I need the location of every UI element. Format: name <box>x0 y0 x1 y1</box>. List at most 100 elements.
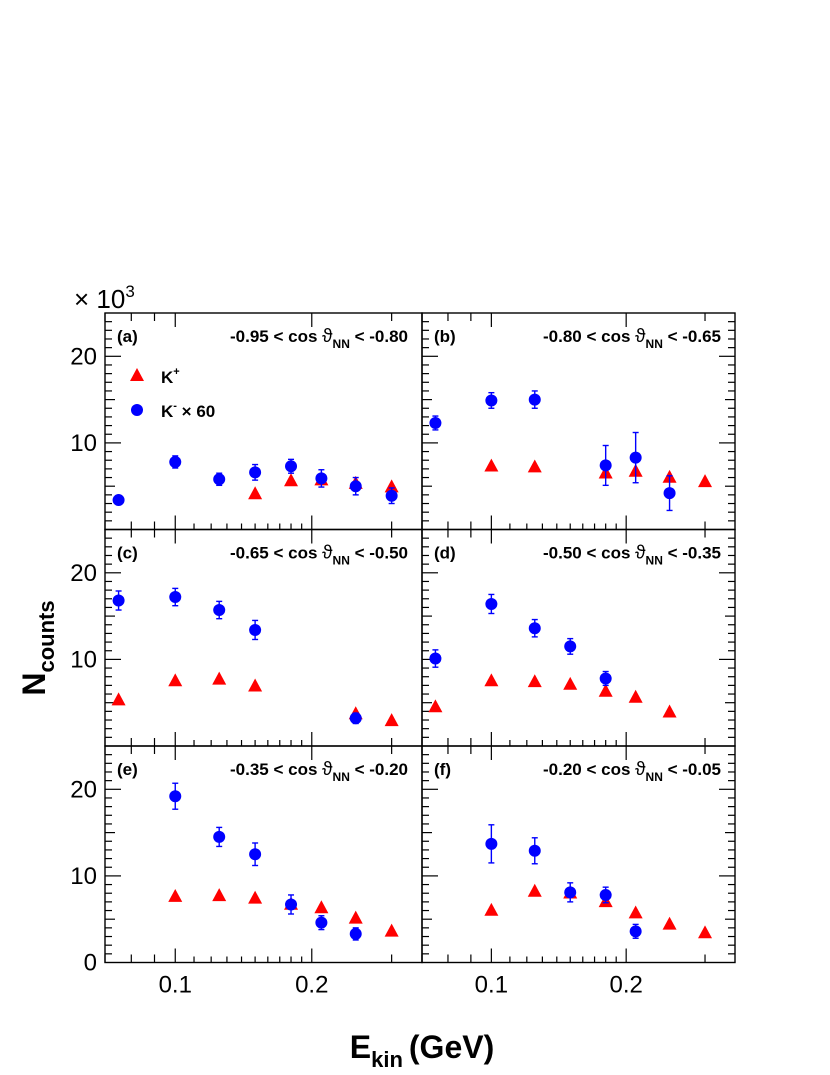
kminus-marker <box>285 898 298 911</box>
kplus-marker <box>527 674 542 688</box>
kminus-marker <box>213 473 226 486</box>
kplus-marker <box>248 678 263 692</box>
kminus-marker <box>385 489 398 502</box>
panel-range-label: -0.80 < cos ϑNN < -0.65 <box>543 326 721 351</box>
kminus-marker <box>629 451 642 464</box>
kminus-marker <box>349 480 362 493</box>
kminus-marker <box>249 623 262 636</box>
x-axis-title: Ekin (GeV) <box>350 1029 494 1072</box>
kplus-marker <box>484 902 499 916</box>
kplus-marker <box>484 673 499 687</box>
kplus-marker <box>628 689 643 703</box>
kminus-marker <box>564 640 577 653</box>
y-tick-label: 10 <box>70 430 97 457</box>
kminus-marker <box>169 455 182 468</box>
y-tick-label: 20 <box>70 343 97 370</box>
kplus-marker <box>168 888 183 902</box>
kminus-marker <box>249 466 262 479</box>
kplus-marker <box>628 905 643 919</box>
panel-range-label: -0.65 < cos ϑNN < -0.50 <box>230 543 408 568</box>
kplus-marker <box>428 699 443 713</box>
kminus-marker <box>528 622 541 635</box>
kminus-marker <box>169 790 182 803</box>
svg-text:Ncounts: Ncounts <box>16 600 59 695</box>
kminus-marker <box>528 393 541 406</box>
kminus-marker <box>599 672 612 685</box>
kminus-marker <box>599 888 612 901</box>
kplus-marker <box>527 459 542 473</box>
svg-text:Ekin(GeV): Ekin (GeV) <box>350 1029 494 1072</box>
kplus-marker <box>563 676 578 690</box>
kminus-marker <box>349 927 362 940</box>
kplus-marker <box>248 890 263 904</box>
kplus-marker <box>348 910 363 924</box>
kplus-marker <box>248 486 263 500</box>
panel-range-label: -0.95 < cos ϑNN < -0.80 <box>230 326 408 351</box>
kplus-marker <box>698 925 713 939</box>
x-tick-label: 0.1 <box>475 972 508 999</box>
panel-tag: (f) <box>434 760 451 779</box>
panel-e: 10 20 0 0.1 0.2 (e) -0.35 < cos ϑNN < -0.20 <box>70 745 423 999</box>
kminus-marker <box>485 597 498 610</box>
panel-tag: (c) <box>117 544 138 563</box>
kminus-marker <box>315 916 328 929</box>
panel-f: 0.1 0.2 (f) -0.20 < cos ϑNN < -0.05 <box>421 745 736 999</box>
legend-entry-label: K+ <box>161 366 180 387</box>
kminus-marker <box>249 848 262 861</box>
kminus-marker <box>315 472 328 485</box>
kminus-marker <box>213 604 226 617</box>
x-tick-label: 0.2 <box>609 972 642 999</box>
panel-tag: (b) <box>434 327 456 346</box>
kminus-marker <box>485 837 498 850</box>
kplus-marker <box>384 713 399 727</box>
y-multiplier-label: × 103 <box>74 282 135 314</box>
kplus-marker <box>168 673 183 687</box>
kplus-marker <box>314 900 329 914</box>
kplus-marker <box>212 888 227 902</box>
kplus-marker <box>598 683 613 697</box>
panel-a: 10 20 (a) -0.95 < cos ϑNN < -0.80 K+ K- × 60 <box>70 312 423 531</box>
y-axis-title: Ncounts <box>16 600 59 695</box>
panel-c: 10 20 (c) -0.65 < cos ϑNN < -0.50 <box>70 528 423 747</box>
kminus-marker <box>429 652 442 665</box>
panel-d: (d) -0.50 < cos ϑNN < -0.35 <box>421 528 736 747</box>
panel-range-label: -0.20 < cos ϑNN < -0.05 <box>543 759 721 784</box>
y-tick-label: 20 <box>70 560 97 587</box>
kminus-marker <box>528 844 541 857</box>
kminus-marker <box>169 591 182 604</box>
kminus-marker <box>629 925 642 938</box>
x-tick-label: 0.1 <box>159 972 192 999</box>
kminus-marker <box>112 494 125 507</box>
svg-text:× 103: × 103 <box>74 282 135 314</box>
kminus-marker <box>112 594 125 607</box>
legend-entry-label: K- × 60 <box>161 400 215 421</box>
kplus-marker <box>484 458 499 472</box>
panel-range-label: -0.50 < cos ϑNN < -0.35 <box>543 543 721 568</box>
panel-tag: (a) <box>117 327 138 346</box>
y-tick-label: 10 <box>70 863 97 890</box>
kplus-marker <box>384 479 399 493</box>
kminus-marker <box>599 459 612 472</box>
kminus-marker <box>349 712 362 725</box>
x-tick-label: 0.2 <box>295 972 328 999</box>
kplus-marker <box>284 473 299 487</box>
kminus-marker <box>285 460 298 473</box>
kplus-marker <box>111 692 126 706</box>
kminus-marker <box>663 487 676 500</box>
kminus-marker <box>429 416 442 429</box>
kplus-marker <box>527 883 542 897</box>
y-tick-label: 20 <box>70 776 97 803</box>
panel-tag: (d) <box>434 544 456 563</box>
y-tick-label: 10 <box>70 646 97 673</box>
kplus-marker <box>212 671 227 685</box>
kminus-marker <box>485 394 498 407</box>
legend: K+ K- × 60 <box>130 366 215 421</box>
kplus-marker <box>384 923 399 937</box>
kminus-marker <box>564 886 577 899</box>
panel-range-label: -0.35 < cos ϑNN < -0.20 <box>230 759 408 784</box>
panel-tag: (e) <box>117 760 138 779</box>
panel-b: (b) -0.80 < cos ϑNN < -0.65 <box>421 312 736 531</box>
kplus-marker <box>662 916 677 930</box>
legend-kminus-marker <box>131 404 143 416</box>
